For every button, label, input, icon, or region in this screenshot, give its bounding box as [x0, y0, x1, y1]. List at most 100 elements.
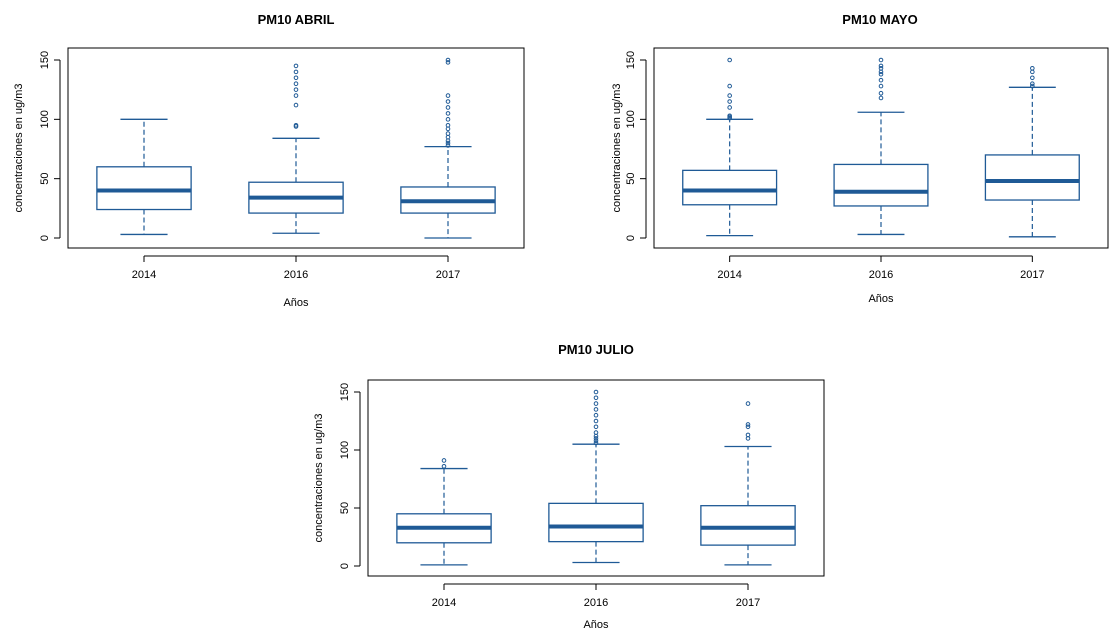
- outlier-point: [593, 430, 599, 435]
- boxplot-2016: [248, 63, 344, 234]
- outlier-point: [445, 143, 451, 148]
- boxplot-2016: [548, 389, 644, 564]
- outlier-point: [445, 131, 451, 136]
- outlier-point: [878, 95, 884, 101]
- outlier-point: [293, 87, 299, 92]
- chart-title: PM10 JULIO: [558, 342, 634, 357]
- x-axis-label: Años: [283, 297, 309, 309]
- x-tick-label: 2016: [584, 597, 608, 609]
- outlier-point: [445, 60, 451, 65]
- outlier-point: [878, 57, 884, 63]
- chart-panel-2: PM10 JULIO Años concentraciones en ug/m3 0 5…: [313, 342, 825, 631]
- boxplot-2014: [96, 118, 192, 236]
- outlier-point: [445, 93, 451, 98]
- outlier-point: [593, 412, 599, 418]
- y-axis-label: concentraciones en ug/m3: [611, 83, 623, 212]
- x-tick-label: 2016: [869, 269, 893, 281]
- iqr-box: [548, 502, 644, 543]
- chart-panel-1: PM10 MAYO Años concentraciones en ug/m3 0 50…: [611, 12, 1109, 305]
- outlier-point: [445, 99, 451, 104]
- iqr-box: [96, 166, 192, 211]
- outlier-point: [445, 105, 451, 110]
- chart-title: PM10 ABRIL: [258, 12, 335, 27]
- y-tick-label: 150: [339, 383, 351, 401]
- y-tick-label: 100: [625, 110, 637, 128]
- y-tick-label: 100: [39, 110, 51, 128]
- boxplot-2017: [984, 66, 1080, 238]
- outlier-point: [727, 99, 732, 104]
- outlier-point: [293, 69, 299, 75]
- plot-frame: [67, 47, 525, 249]
- outlier-point: [593, 438, 599, 444]
- iqr-box: [833, 163, 929, 207]
- outlier-point: [745, 401, 751, 406]
- outlier-point: [745, 432, 751, 438]
- outlier-point: [727, 105, 732, 110]
- outlier-point: [445, 140, 451, 146]
- y-axis-label: concentraciones en ug/m3: [13, 83, 25, 212]
- boxplot-2017: [700, 401, 796, 566]
- x-axis-label: Años: [583, 619, 609, 631]
- outlier-point: [293, 75, 299, 81]
- chart-panel-0: PM10 ABRIL Años concentraciones en ug/m3 0 5…: [13, 12, 525, 309]
- x-tick-label: 2017: [436, 269, 460, 281]
- iqr-box: [682, 169, 778, 206]
- y-tick-label: 50: [39, 173, 51, 185]
- outlier-point: [593, 389, 599, 395]
- x-tick-label: 2014: [717, 269, 741, 281]
- outlier-point: [878, 77, 884, 83]
- iqr-box: [700, 505, 796, 546]
- outlier-point: [293, 102, 299, 108]
- outlier-point: [727, 57, 732, 63]
- outlier-point: [293, 81, 299, 87]
- x-tick-label: 2016: [284, 269, 308, 281]
- y-tick-label: 0: [39, 235, 51, 241]
- outlier-point: [745, 424, 751, 430]
- outlier-point: [878, 69, 884, 75]
- x-tick-label: 2014: [132, 269, 156, 281]
- x-axis-label: Años: [868, 293, 894, 305]
- iqr-box: [984, 154, 1080, 201]
- outlier-point: [441, 463, 447, 469]
- outlier-point: [445, 111, 451, 116]
- y-tick-label: 50: [625, 173, 637, 185]
- outlier-point: [593, 418, 599, 424]
- outlier-point: [441, 458, 447, 463]
- outlier-point: [727, 113, 732, 119]
- outlier-point: [745, 422, 751, 427]
- outlier-point: [593, 424, 599, 430]
- x-tick-label: 2017: [1020, 269, 1044, 281]
- outlier-point: [593, 401, 599, 406]
- outlier-point: [445, 117, 451, 122]
- outlier-point: [293, 63, 299, 69]
- outlier-point: [445, 122, 451, 128]
- chart-title: PM10 MAYO: [842, 12, 917, 27]
- outlier-point: [1030, 83, 1035, 89]
- boxplot-2014: [396, 458, 492, 566]
- boxplot-2016: [833, 57, 929, 236]
- outlier-point: [293, 93, 299, 98]
- x-tick-label: 2014: [432, 597, 456, 609]
- outlier-point: [293, 122, 299, 128]
- outlier-point: [593, 395, 599, 401]
- plot-frame: [367, 379, 825, 577]
- plot-frame: [653, 47, 1109, 249]
- outlier-point: [1030, 66, 1035, 71]
- y-tick-label: 150: [625, 51, 637, 69]
- y-tick-label: 100: [339, 441, 351, 459]
- outlier-point: [1030, 69, 1035, 75]
- outlier-point: [1030, 81, 1035, 87]
- outlier-point: [878, 71, 884, 77]
- outlier-point: [878, 66, 884, 71]
- y-axis-label: concentraciones en ug/m3: [313, 413, 325, 542]
- x-tick-label: 2017: [736, 597, 760, 609]
- boxplot-2017: [400, 57, 496, 239]
- outlier-point: [445, 57, 451, 63]
- y-tick-label: 50: [339, 502, 351, 514]
- outlier-point: [593, 436, 599, 441]
- y-tick-label: 150: [39, 51, 51, 69]
- y-tick-label: 0: [625, 235, 637, 241]
- outlier-point: [878, 90, 884, 96]
- outlier-point: [593, 440, 599, 446]
